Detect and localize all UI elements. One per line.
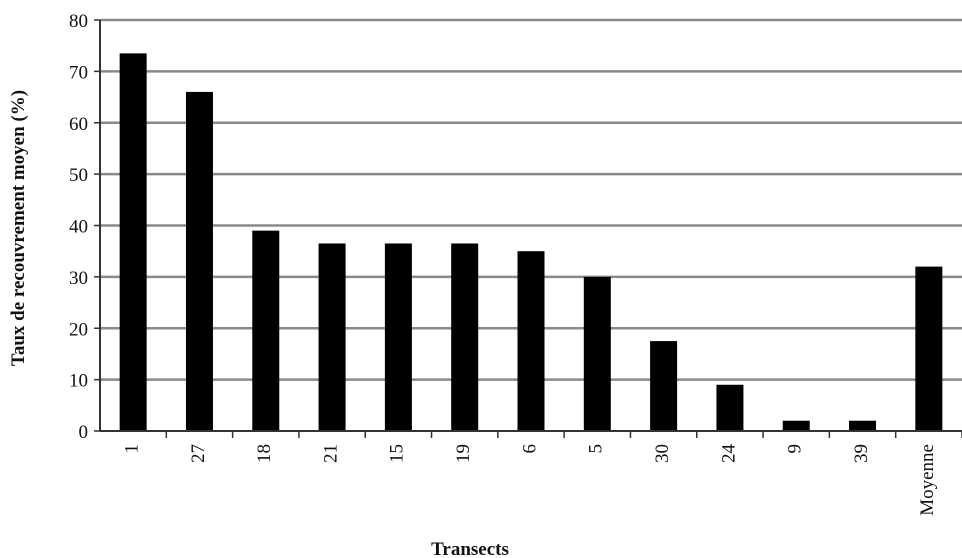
x-tick-label: 1: [122, 444, 143, 454]
y-tick-label: 50: [69, 165, 88, 186]
bar: [252, 230, 280, 431]
y-tick-label: 40: [69, 217, 88, 238]
x-tick-label: 19: [453, 444, 474, 463]
x-tick-label: 15: [387, 444, 408, 463]
x-tick-label: 9: [785, 444, 806, 454]
y-axis-title: Taux de recouvrement moyen (%): [8, 90, 29, 366]
bar: [782, 420, 810, 431]
x-tick-label: 39: [851, 444, 872, 463]
bar: [716, 384, 744, 431]
bar: [915, 266, 943, 431]
y-tick-label: 70: [69, 62, 88, 83]
x-tick-label: 5: [586, 444, 607, 454]
x-tick-label: 30: [652, 444, 673, 463]
y-tick-label: 30: [69, 268, 88, 289]
bar: [384, 243, 412, 431]
x-tick-label: 24: [718, 444, 739, 464]
bar: [650, 341, 678, 431]
bar: [517, 251, 545, 431]
bar: [849, 420, 877, 431]
y-tick-label: 0: [79, 422, 89, 443]
x-tick-label: 18: [254, 444, 275, 463]
x-tick-label: Moyenne: [917, 444, 938, 516]
x-tick-labels: 1 27 18 21 15 19 6 5 30 24 9 39 Moyenne: [122, 444, 939, 516]
y-tick-label: 60: [69, 114, 88, 135]
x-tick-label: 27: [188, 444, 209, 463]
bar: [119, 53, 147, 432]
axes: [99, 20, 962, 432]
bar: [451, 243, 479, 431]
x-tick-label: 21: [320, 444, 341, 463]
bar: [318, 243, 346, 431]
y-tick-labels: 0 10 20 30 40 50 60 70 80: [69, 11, 88, 443]
x-tick-label: 6: [519, 444, 540, 454]
x-axis-title: Transects: [431, 539, 509, 558]
bar: [583, 276, 611, 431]
bar: [185, 91, 213, 432]
y-tick-label: 20: [69, 319, 88, 340]
bars: [119, 53, 962, 438]
y-tick-label: 80: [69, 11, 88, 32]
y-tick-label: 10: [69, 371, 88, 392]
